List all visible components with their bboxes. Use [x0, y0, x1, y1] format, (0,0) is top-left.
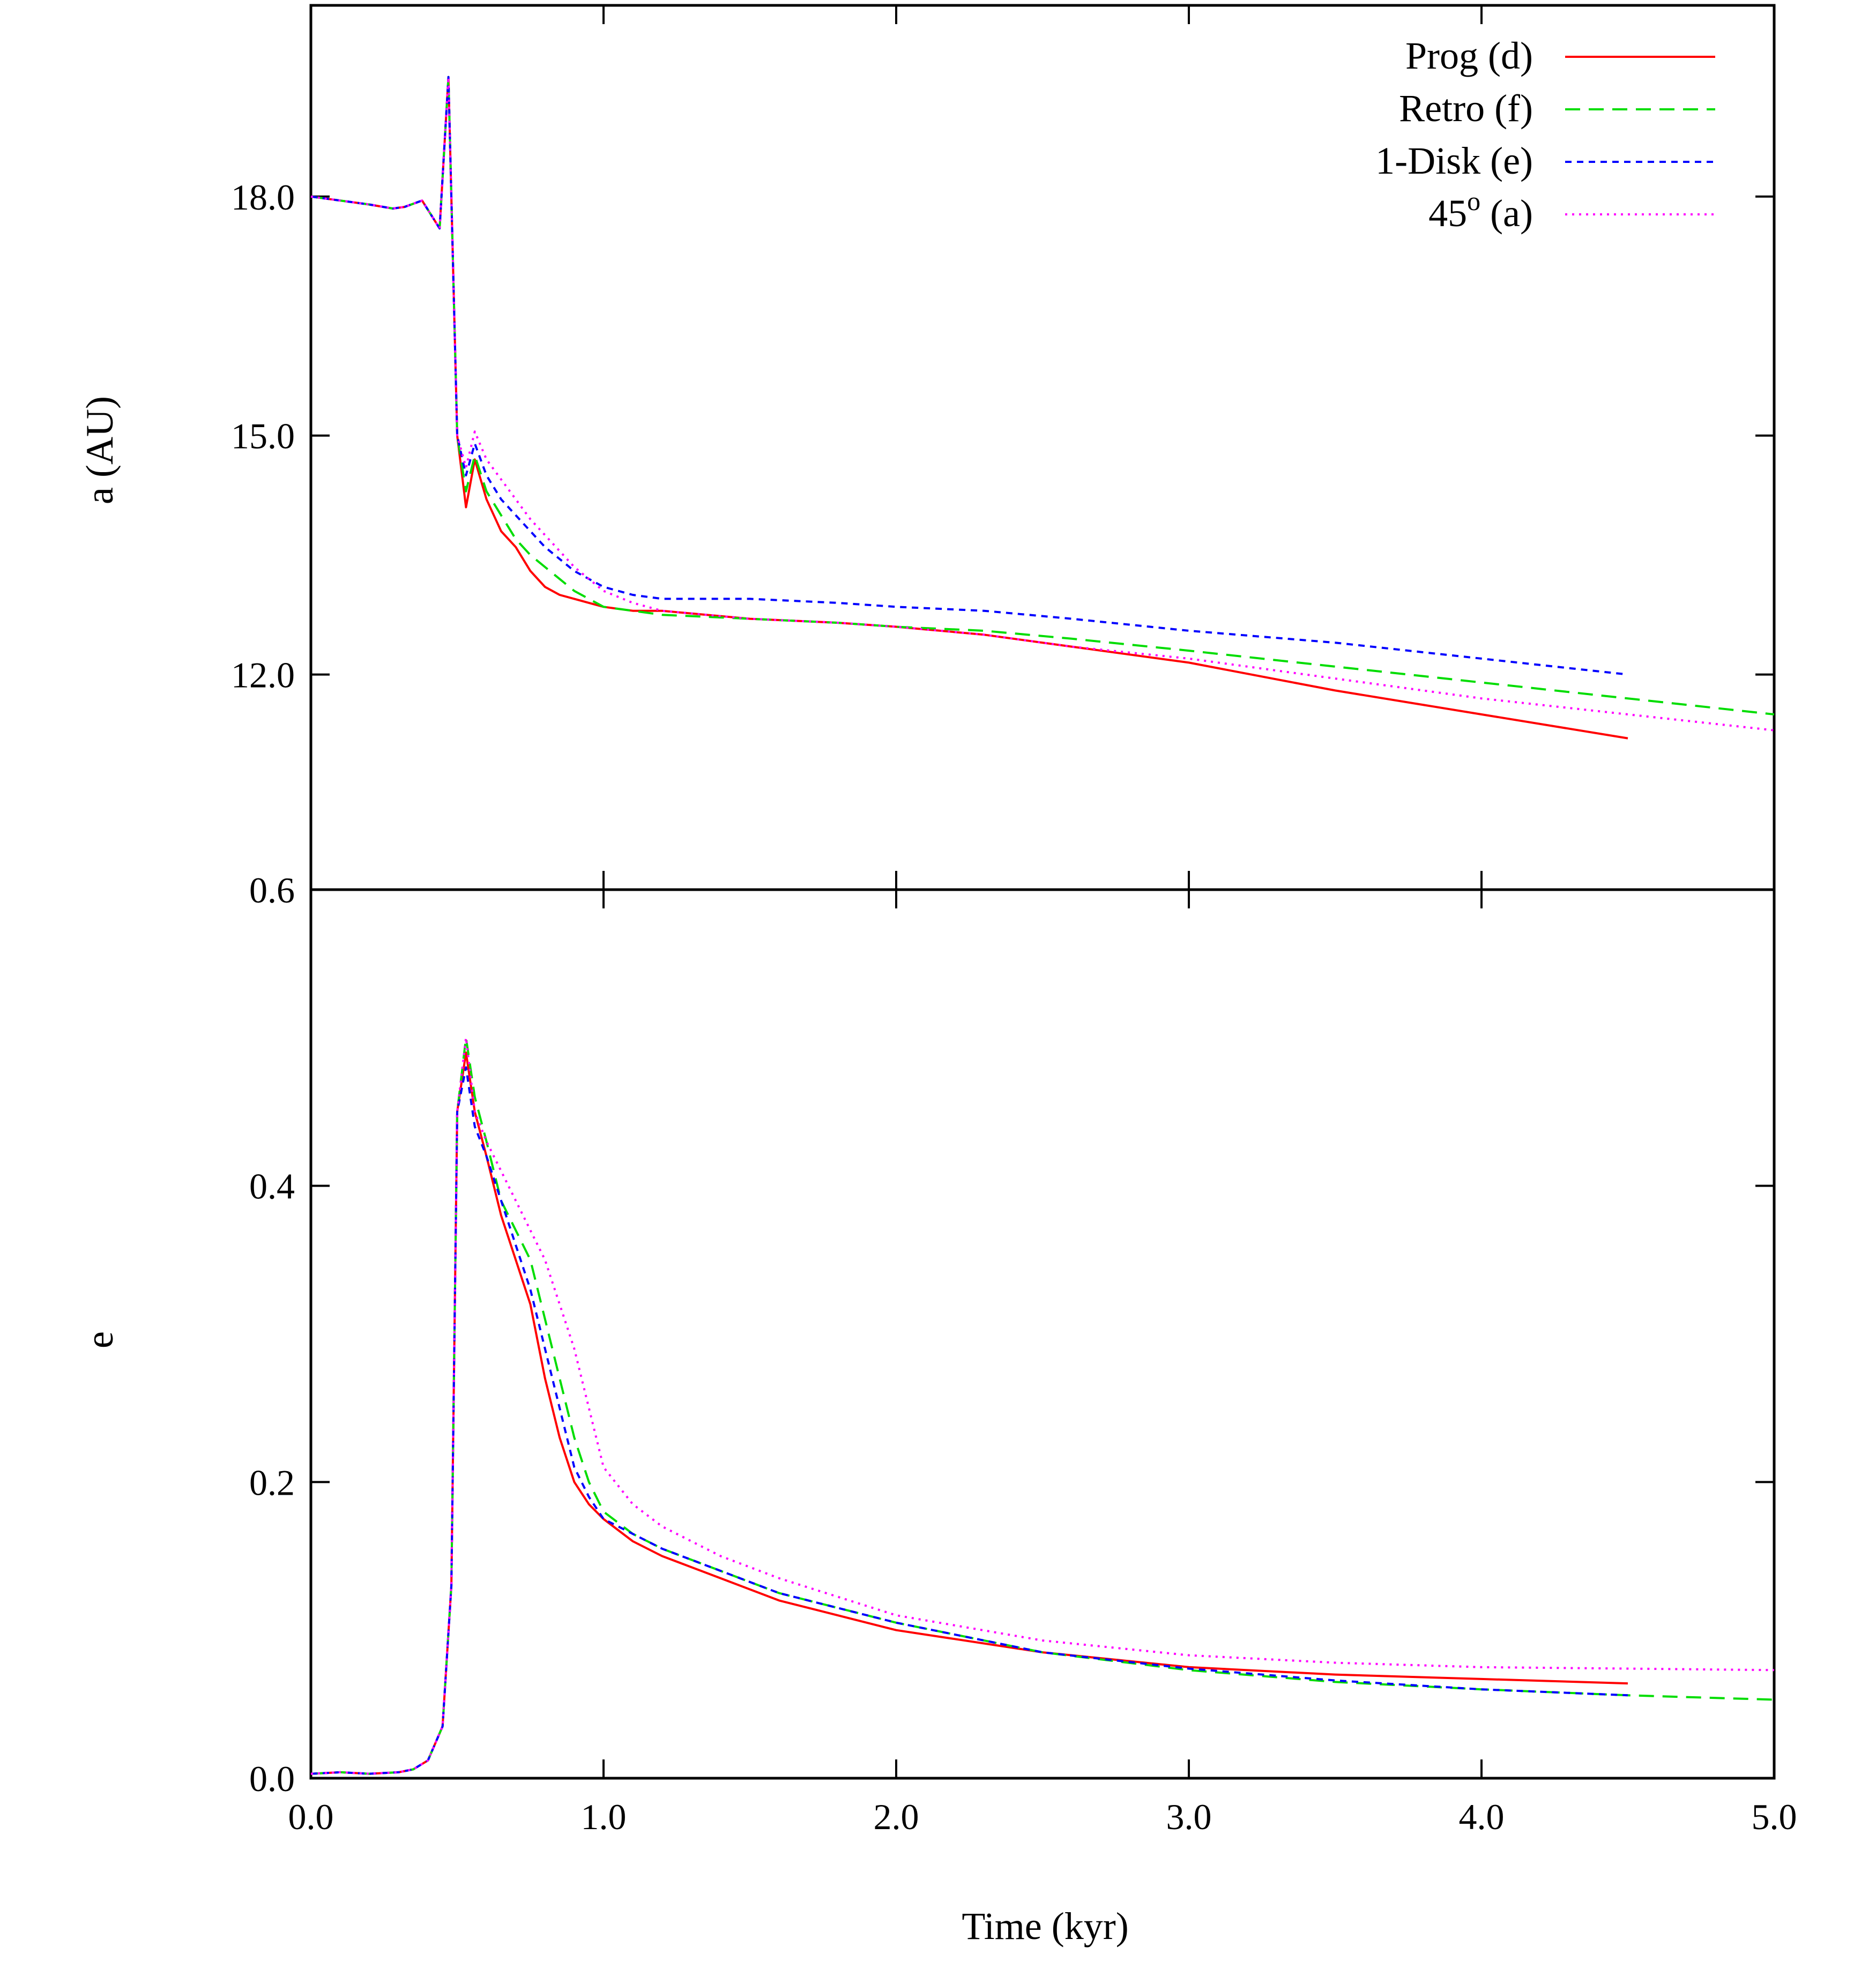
y-tick-label: 12.0: [231, 655, 295, 696]
eccentricity-panel: 0.0 1.0 2.0 3.0 4.0 5.0 0.6 0.4 0.2 0.0: [249, 870, 1797, 1837]
series-line-e-0: [310, 1051, 1628, 1775]
legend-45-suffix: (a): [1480, 192, 1533, 235]
y-tick-label: 15.0: [231, 416, 295, 457]
x-axis-label: Time (kyr): [962, 1905, 1128, 1948]
y-tick-label: 18.0: [231, 177, 295, 218]
legend: Prog (d) Retro (f) 1-Disk (e) 45o (a): [1375, 34, 1715, 235]
semi-major-axis-panel: 18.0 15.0 12.0: [231, 4, 1776, 891]
legend-45-degree-superscript: o: [1467, 186, 1480, 216]
series-line-a-3: [310, 76, 1775, 732]
series-line-a-2: [310, 76, 1628, 676]
series-line-a-1: [310, 76, 1775, 715]
x-tick-label: 2.0: [874, 1796, 919, 1837]
series-line-e-2: [310, 1066, 1628, 1775]
y-axis-label-a: a (AU): [78, 396, 121, 504]
legend-label-1disk: 1-Disk (e): [1375, 139, 1533, 182]
legend-label-retro: Retro (f): [1399, 87, 1533, 130]
x-tick-label: 0.0: [288, 1796, 334, 1837]
y-tick-label: 0.0: [249, 1758, 295, 1799]
series-line-e-1: [310, 1036, 1775, 1775]
y-tick-label: 0.4: [249, 1166, 295, 1207]
legend-label-prog: Prog (d): [1405, 34, 1533, 77]
y-axis-label-e: e: [78, 1331, 121, 1348]
y-tick-label: 0.6: [249, 870, 295, 911]
y-tick-label: 0.2: [249, 1462, 295, 1503]
plot-frame-e: [309, 888, 1776, 1780]
plot-frame-a: [309, 4, 1776, 891]
series-line-e-3: [310, 1036, 1775, 1775]
x-tick-label: 4.0: [1459, 1796, 1505, 1837]
x-tick-label: 5.0: [1752, 1796, 1797, 1837]
legend-label-45deg: 45o (a): [1428, 186, 1533, 235]
x-tick-label: 3.0: [1166, 1796, 1212, 1837]
legend-45-number: 45: [1428, 192, 1467, 235]
x-tick-label: 1.0: [581, 1796, 627, 1837]
